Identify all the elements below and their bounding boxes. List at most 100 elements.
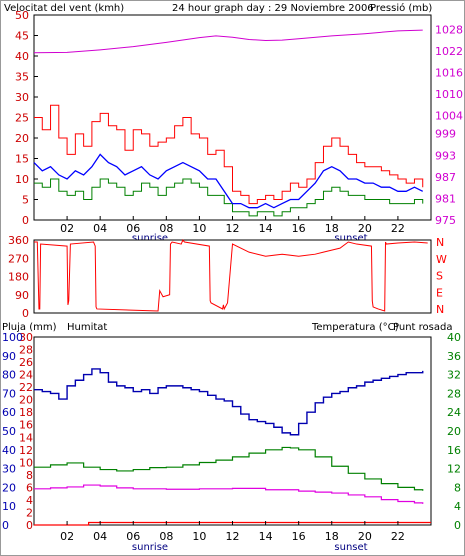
rain-tick-label: 26 xyxy=(19,356,33,369)
temperature-tick-label: 0 xyxy=(454,519,461,532)
humidity-tick-label: 60 xyxy=(2,406,16,419)
rain-tick-label: 8 xyxy=(26,469,33,482)
y-tick-label-wind: 10 xyxy=(15,173,29,186)
rain-tick-label: 20 xyxy=(19,394,33,407)
y-tick-label-wind: 25 xyxy=(15,112,29,125)
compass-label: W xyxy=(436,253,447,266)
y-tick-label-wind: 50 xyxy=(15,9,29,22)
compass-label: S xyxy=(436,270,443,283)
y-tick-label-wind: 5 xyxy=(22,194,29,207)
direction-tick-label: 0 xyxy=(22,307,29,320)
wind-pressure-panel: 0510152025303540455097598198799399910041… xyxy=(15,9,463,244)
x-tick-label: 18 xyxy=(325,222,339,235)
x-tick-label: 12 xyxy=(226,222,240,235)
y-tick-label-pressure: 999 xyxy=(435,128,456,141)
y-tick-label-wind: 40 xyxy=(15,50,29,63)
direction-tick-label: 90 xyxy=(15,289,29,302)
sunset-label: sunset xyxy=(334,233,367,244)
y-tick-label-pressure: 987 xyxy=(435,171,456,184)
direction-tick-label: 180 xyxy=(8,271,29,284)
y-tick-label-wind: 35 xyxy=(15,71,29,84)
dewpoint-axis-title: Punt rosada xyxy=(393,322,452,333)
temperature-tick-label: 12 xyxy=(447,463,461,476)
series-pluja xyxy=(34,521,431,526)
series-average xyxy=(34,178,424,217)
temperature-axis-title: Temperatura (°C) xyxy=(311,322,399,333)
x-tick-label: 04 xyxy=(93,530,107,543)
x-tick-label: 20 xyxy=(358,222,372,235)
y-tick-label-wind: 45 xyxy=(15,30,29,43)
y-tick-label-wind: 15 xyxy=(15,153,29,166)
rain-tick-label: 0 xyxy=(26,519,33,532)
y-tick-label-pressure: 975 xyxy=(435,214,456,227)
x-tick-label: 22 xyxy=(391,530,405,543)
direction-tick-label: 360 xyxy=(8,234,29,247)
rain-tick-label: 4 xyxy=(26,494,33,507)
x-tick-label: 06 xyxy=(126,222,140,235)
pressure-title: Pressió (mb) xyxy=(370,2,432,14)
y-tick-label-wind: 30 xyxy=(15,91,29,104)
plot-frame xyxy=(33,239,432,314)
series-punt-rosada xyxy=(34,484,424,504)
temperature-tick-label: 20 xyxy=(447,425,461,438)
sunset-label-bottom: sunset xyxy=(334,542,367,553)
x-tick-label: 02 xyxy=(60,530,74,543)
y-tick-label-pressure: 1028 xyxy=(435,23,463,36)
y-tick-label-pressure: 993 xyxy=(435,149,456,162)
humidity-tick-label: 100 xyxy=(2,331,23,344)
sunrise-label: sunrise xyxy=(132,233,168,244)
x-tick-label: 04 xyxy=(93,222,107,235)
humidity-axis-title: Humitat xyxy=(67,322,107,333)
y-tick-label-pressure: 1004 xyxy=(435,110,463,123)
rain-axis-title: Pluja (mm) xyxy=(2,322,57,333)
y-tick-label-pressure: 1022 xyxy=(435,45,463,58)
compass-label: E xyxy=(436,286,443,299)
rain-tick-label: 30 xyxy=(19,331,33,344)
chart-title: 24 hour graph day : 29 Noviembre 2006 xyxy=(172,3,374,14)
y-tick-label-pressure: 1010 xyxy=(435,88,463,101)
humidity-tick-label: 40 xyxy=(2,444,16,457)
humidity-tick-label: 80 xyxy=(2,369,16,382)
rain-tick-label: 12 xyxy=(19,444,33,457)
series-humitat xyxy=(34,368,424,436)
x-tick-label: 10 xyxy=(192,530,206,543)
temperature-tick-label: 8 xyxy=(454,481,461,494)
temperature-tick-label: 28 xyxy=(447,387,461,400)
x-tick-label: 08 xyxy=(159,222,173,235)
temperature-tick-label: 24 xyxy=(447,406,461,419)
x-tick-label: 22 xyxy=(391,222,405,235)
y-tick-label-wind: 20 xyxy=(15,132,29,145)
series-temperatura xyxy=(34,446,424,491)
direction-tick-label: 270 xyxy=(8,252,29,265)
sunrise-label-bottom: sunrise xyxy=(132,542,168,553)
y-tick-label-wind: 0 xyxy=(22,214,29,227)
x-tick-label: 20 xyxy=(358,530,372,543)
series-gust xyxy=(34,104,424,205)
x-tick-label: 12 xyxy=(226,530,240,543)
rain-tick-label: 14 xyxy=(19,431,33,444)
humidity-tick-label: 20 xyxy=(2,481,16,494)
rain-tick-label: 16 xyxy=(19,419,33,432)
x-tick-label: 14 xyxy=(259,530,273,543)
humidity-tick-label: 30 xyxy=(2,463,16,476)
rain-tick-label: 24 xyxy=(19,369,33,382)
y-tick-label-pressure: 1016 xyxy=(435,67,463,80)
compass-label: N xyxy=(436,236,444,249)
rain-tick-label: 22 xyxy=(19,381,33,394)
temperature-tick-label: 4 xyxy=(454,500,461,513)
temperature-tick-label: 40 xyxy=(447,331,461,344)
temperature-tick-label: 36 xyxy=(447,350,461,363)
humidity-tick-label: 70 xyxy=(2,387,16,400)
series-mean xyxy=(33,153,424,209)
x-tick-label: 14 xyxy=(259,222,273,235)
humidity-tick-label: 0 xyxy=(2,519,9,532)
compass-label: N xyxy=(436,303,444,316)
x-tick-label: 18 xyxy=(325,530,339,543)
x-tick-label: 16 xyxy=(292,530,306,543)
temperature-tick-label: 16 xyxy=(447,444,461,457)
humidity-tick-label: 90 xyxy=(2,350,16,363)
x-tick-label: 08 xyxy=(159,530,173,543)
rain-tick-label: 2 xyxy=(26,506,33,519)
